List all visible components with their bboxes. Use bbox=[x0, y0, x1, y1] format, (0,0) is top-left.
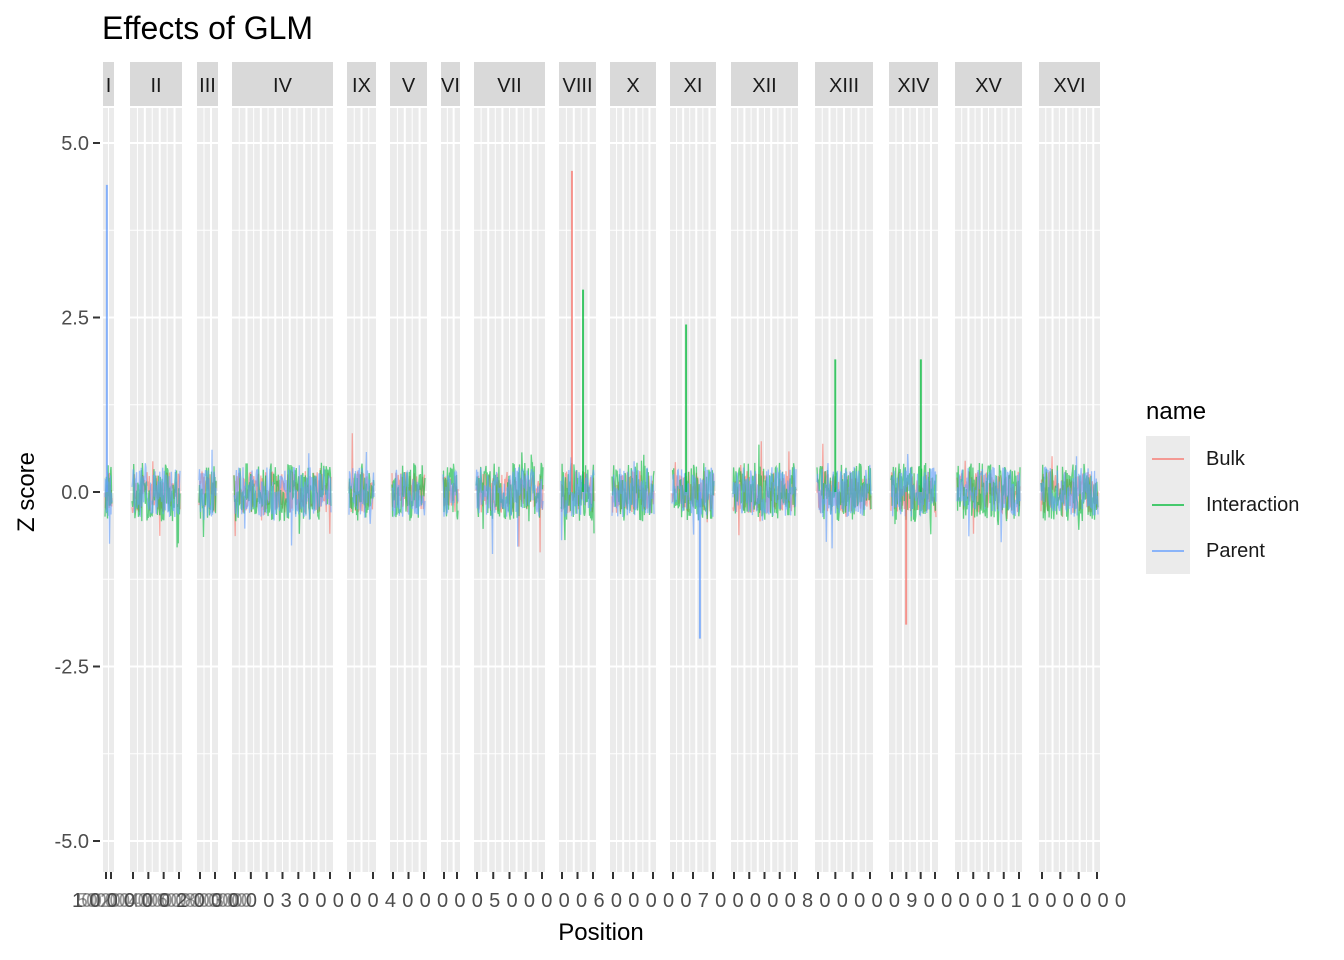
y-axis-label: Z score bbox=[13, 452, 40, 532]
facet-strip bbox=[390, 62, 427, 106]
y-axis: 5.0 2.5 0.0 -2.5 -5.0 bbox=[55, 133, 100, 853]
facet-VIII: VIII bbox=[559, 62, 596, 872]
series-line-parent bbox=[816, 463, 872, 549]
facet-label: XIII bbox=[829, 75, 859, 97]
facet-strip bbox=[610, 62, 656, 106]
facet-strip bbox=[130, 62, 182, 106]
facet-strip bbox=[815, 62, 873, 106]
facet-XIV: XIV bbox=[889, 62, 938, 872]
facet-label: VIII bbox=[562, 75, 592, 97]
legend-label: Parent bbox=[1206, 540, 1265, 562]
facet-strip bbox=[559, 62, 596, 106]
legend-items: Bulk Interaction Parent bbox=[1140, 436, 1299, 574]
facet-label: V bbox=[402, 75, 416, 97]
facet-strip bbox=[441, 62, 460, 106]
facet-XI: XI bbox=[670, 62, 716, 872]
y-tick-label: -2.5 bbox=[55, 657, 89, 679]
facet-label: XIV bbox=[897, 75, 930, 97]
facet-XV: XV bbox=[955, 62, 1022, 872]
facet-label: VII bbox=[497, 75, 521, 97]
facet-strip bbox=[103, 62, 114, 106]
facet-label: XV bbox=[975, 75, 1002, 97]
x-tick-labels-overlap: 1500002000004000006000008000003000000 bbox=[72, 890, 252, 912]
facet-IX: IX bbox=[347, 62, 376, 872]
series-line-parent bbox=[233, 453, 332, 546]
facet-strip bbox=[889, 62, 938, 106]
legend-key bbox=[1146, 528, 1190, 574]
series-line-parent bbox=[890, 453, 937, 517]
x-tick-labels: 1000002000003000004000005000006000007000… bbox=[72, 890, 1126, 912]
series-line-parent bbox=[198, 449, 217, 520]
series-line-parent bbox=[475, 467, 544, 555]
facet-label: IV bbox=[273, 75, 293, 97]
facet-strip bbox=[197, 62, 218, 106]
facet-label: III bbox=[199, 75, 216, 97]
facet-X: X bbox=[610, 62, 656, 872]
y-tick-label: 2.5 bbox=[61, 308, 89, 330]
facet-strip bbox=[955, 62, 1022, 106]
legend-label: Bulk bbox=[1206, 448, 1245, 470]
legend: name Bulk Interaction Parent bbox=[1140, 398, 1299, 574]
series-line-interaction bbox=[475, 452, 544, 529]
series-line-parent bbox=[611, 461, 655, 518]
legend-item-interaction: Interaction bbox=[1140, 482, 1299, 528]
facet-IV: IV bbox=[232, 62, 333, 872]
facet-strip bbox=[731, 62, 798, 106]
facet-label: XI bbox=[684, 75, 703, 97]
facet-VI: VI bbox=[441, 62, 460, 872]
facet-I: I bbox=[103, 62, 114, 872]
x-axis: 1000002000003000004000005000006000007000… bbox=[72, 872, 1126, 912]
series-line-parent bbox=[442, 469, 459, 517]
facet-label: XVI bbox=[1053, 75, 1085, 97]
legend-title: name bbox=[1146, 398, 1207, 425]
facet-label: I bbox=[106, 75, 112, 97]
legend-item-bulk: Bulk bbox=[1140, 436, 1245, 482]
facet-label: X bbox=[626, 75, 639, 97]
facet-XIII: XIII bbox=[815, 62, 873, 872]
facet-strip bbox=[347, 62, 376, 106]
chart-title: Effects of GLM bbox=[102, 10, 313, 46]
facet-XII: XII bbox=[731, 62, 798, 872]
y-tick-label: -5.0 bbox=[55, 831, 89, 853]
facet-panels: I II III IV IX V VI VII VIII X XI XII XIII XIV XV XVI bbox=[103, 62, 1100, 872]
facet-strip bbox=[474, 62, 545, 106]
legend-label: Interaction bbox=[1206, 494, 1300, 516]
facet-label: IX bbox=[352, 75, 371, 97]
series-line-parent bbox=[560, 457, 595, 541]
facet-strip bbox=[232, 62, 333, 106]
series-line-parent bbox=[131, 463, 181, 518]
facet-XVI: XVI bbox=[1039, 62, 1100, 872]
series-line-parent bbox=[348, 451, 375, 524]
facet-V: V bbox=[390, 62, 427, 872]
x-axis-label: Position bbox=[558, 919, 643, 946]
series-line-parent bbox=[391, 469, 426, 518]
series-line-parent bbox=[1040, 456, 1099, 517]
series-line-parent bbox=[956, 466, 1021, 543]
legend-swatch bbox=[1152, 550, 1184, 552]
y-tick-label: 5.0 bbox=[61, 133, 89, 155]
legend-swatch bbox=[1152, 458, 1184, 460]
legend-swatch bbox=[1152, 504, 1184, 506]
facet-VII: VII bbox=[474, 62, 545, 872]
legend-key bbox=[1146, 482, 1190, 528]
series-line-parent bbox=[732, 467, 797, 521]
series-line-parent bbox=[104, 472, 113, 544]
facet-III: III bbox=[197, 62, 218, 872]
y-tick-label: 0.0 bbox=[61, 482, 89, 504]
facet-label: XII bbox=[752, 75, 776, 97]
series-line-parent bbox=[671, 467, 715, 535]
facet-strip bbox=[1039, 62, 1100, 106]
legend-key bbox=[1146, 436, 1190, 482]
facet-strip bbox=[670, 62, 716, 106]
facet-label: VI bbox=[441, 75, 460, 97]
facet-II: II bbox=[130, 62, 182, 872]
legend-item-parent: Parent bbox=[1140, 528, 1265, 574]
facet-label: II bbox=[150, 75, 161, 97]
